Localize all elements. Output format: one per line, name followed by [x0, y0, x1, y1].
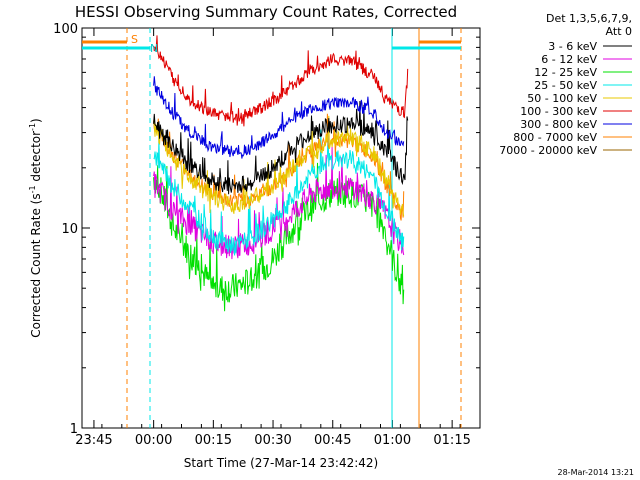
series-line	[153, 76, 405, 159]
x-axis-ticks: 23:45 00:00 00:15 00:30 00:45 01:00 01:15	[75, 28, 481, 448]
y-axis-label-sup1: -1	[28, 185, 37, 193]
legend-label: 25 - 50 keV	[534, 79, 597, 92]
chart-title: HESSI Observing Summary Count Rates, Cor…	[75, 3, 457, 21]
series-line	[153, 100, 409, 195]
series-layer	[153, 35, 409, 312]
svg-text:Corrected Count Rate (s-1 dete: Corrected Count Rate (s-1 detector-1)	[28, 118, 43, 337]
x-tick-label: 00:30	[254, 433, 291, 448]
legend-label: 100 - 300 keV	[520, 105, 597, 118]
x-tick-label: 23:45	[75, 433, 112, 448]
x-tick-label: 01:00	[374, 433, 411, 448]
event-marker-lines	[82, 28, 462, 428]
y-tick-label: 1	[70, 422, 78, 437]
y-tick-label: 100	[53, 22, 78, 37]
legend-label: 12 - 25 keV	[534, 66, 597, 79]
legend-label: 300 - 800 keV	[520, 118, 597, 131]
legend-label: 3 - 6 keV	[548, 40, 597, 53]
legend-label: 6 - 12 keV	[541, 53, 597, 66]
y-axis-label-end: )	[29, 118, 43, 123]
series-line	[153, 115, 405, 217]
legend-label: 800 - 7000 keV	[513, 131, 597, 144]
x-tick-label: 00:00	[135, 433, 172, 448]
series-line	[153, 35, 409, 127]
marker-n-label: N	[150, 42, 158, 55]
x-axis-label: Start Time (27-Mar-14 23:42:42)	[184, 456, 378, 470]
legend-header-1: Det 1,3,5,6,7,9,	[546, 12, 632, 25]
series-line	[153, 129, 405, 256]
legend-label: 7000 - 20000 keV	[499, 144, 597, 157]
series-line	[153, 162, 405, 312]
legend-header-2: Att 0	[606, 25, 632, 38]
y-tick-label: 10	[61, 222, 78, 237]
timestamp: 28-Mar-2014 13:21	[558, 468, 635, 477]
x-tick-label: 00:45	[314, 433, 351, 448]
y-axis-label: Corrected Count Rate (s-1 detector-1)	[28, 118, 43, 337]
y-axis-label-mid: detector	[29, 131, 43, 186]
x-tick-label: 00:15	[195, 433, 232, 448]
y-axis-label-main: Corrected Count Rate (s	[29, 193, 43, 337]
y-axis-ticks: 1 10 100	[53, 22, 480, 437]
y-axis-label-sup2: -1	[28, 123, 37, 131]
marker-s-label: S	[131, 33, 138, 46]
x-tick-label: 01:15	[433, 433, 470, 448]
legend-label: 50 - 100 keV	[527, 92, 597, 105]
